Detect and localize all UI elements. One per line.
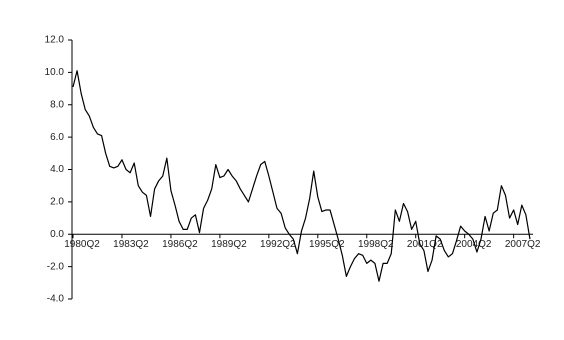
y-tick-label: 0.0: [50, 229, 64, 240]
x-tick-label: 1989Q2: [211, 239, 247, 250]
y-tick-label: 8.0: [50, 99, 64, 110]
y-tick-label: 4.0: [50, 164, 64, 175]
data-line: [72, 70, 531, 282]
x-tick-label: 1986Q2: [162, 239, 198, 250]
y-tick-label: -4.0: [47, 294, 65, 305]
x-tick-label: 1992Q2: [260, 239, 296, 250]
x-tick-label: 2001Q2: [407, 239, 443, 250]
x-tick-label: 1995Q2: [309, 239, 345, 250]
x-tick-label: 1980Q2: [64, 239, 100, 250]
x-tick-label: 1998Q2: [358, 239, 394, 250]
y-tick-label: 2.0: [50, 197, 64, 208]
x-tick-label: 1983Q2: [113, 239, 149, 250]
y-tick-label: 6.0: [50, 132, 64, 143]
y-tick-label: 10.0: [45, 67, 65, 78]
x-tick-label: 2007Q2: [505, 239, 541, 250]
y-tick-label: -2.0: [47, 261, 65, 272]
y-tick-label: 12.0: [45, 35, 65, 46]
